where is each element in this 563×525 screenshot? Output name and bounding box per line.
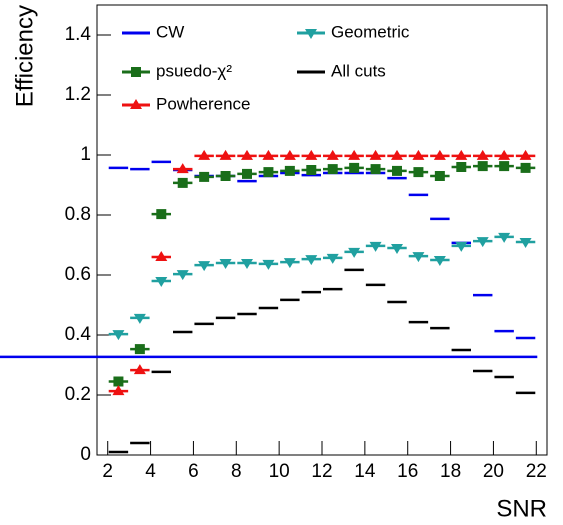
marker bbox=[306, 165, 317, 175]
marker bbox=[369, 241, 382, 252]
marker bbox=[283, 258, 296, 269]
marker bbox=[412, 149, 425, 160]
marker bbox=[241, 149, 253, 160]
y-tick-label: 0 bbox=[80, 444, 91, 465]
marker bbox=[283, 149, 296, 160]
marker bbox=[476, 237, 489, 248]
marker bbox=[476, 149, 489, 160]
x-tick-label: 10 bbox=[269, 461, 290, 482]
marker bbox=[348, 247, 361, 258]
marker bbox=[284, 165, 295, 176]
legend-label: All cuts bbox=[331, 61, 386, 80]
x-tick-label: 2 bbox=[102, 461, 113, 482]
marker bbox=[131, 67, 141, 77]
x-tick-label: 12 bbox=[311, 461, 332, 482]
marker bbox=[391, 244, 403, 254]
marker bbox=[176, 270, 189, 281]
marker bbox=[199, 171, 210, 182]
x-tick-label: 6 bbox=[188, 461, 199, 482]
marker bbox=[155, 251, 168, 261]
marker bbox=[176, 163, 189, 174]
y-tick-label: 1 bbox=[80, 144, 91, 165]
marker bbox=[433, 149, 446, 160]
y-tick-label: 0.8 bbox=[65, 204, 91, 225]
marker bbox=[413, 167, 424, 178]
marker bbox=[391, 149, 403, 160]
y-tick-label: 0.6 bbox=[65, 264, 91, 285]
marker bbox=[326, 253, 339, 264]
marker bbox=[134, 344, 145, 355]
marker bbox=[392, 165, 402, 176]
marker bbox=[130, 99, 142, 109]
marker bbox=[327, 164, 338, 175]
marker bbox=[198, 261, 211, 272]
legend-label: Geometric bbox=[331, 22, 410, 41]
marker bbox=[348, 149, 361, 160]
y-tick-label: 0.2 bbox=[65, 384, 91, 405]
marker bbox=[133, 313, 146, 324]
marker bbox=[305, 255, 318, 266]
legend-label: psuedo-χ² bbox=[156, 61, 232, 80]
marker bbox=[520, 162, 531, 173]
marker bbox=[477, 161, 488, 172]
x-tick-label: 18 bbox=[440, 461, 461, 482]
marker bbox=[412, 252, 425, 263]
marker bbox=[349, 162, 360, 173]
x-tick-label: 16 bbox=[397, 461, 418, 482]
x-axis-title: SNR bbox=[496, 495, 547, 522]
x-tick-label: 22 bbox=[526, 461, 547, 482]
marker bbox=[112, 385, 125, 396]
marker bbox=[305, 29, 317, 39]
marker bbox=[326, 149, 339, 160]
x-tick-label: 14 bbox=[354, 461, 376, 482]
y-axis-title: Efficiency bbox=[11, 5, 38, 107]
marker bbox=[369, 149, 382, 160]
legend-label: CW bbox=[156, 22, 184, 41]
marker bbox=[113, 376, 124, 387]
marker bbox=[370, 164, 381, 175]
y-tick-label: 1.2 bbox=[65, 84, 91, 105]
marker bbox=[219, 259, 232, 269]
marker bbox=[455, 149, 468, 160]
marker bbox=[112, 330, 125, 341]
marker bbox=[305, 149, 318, 160]
marker bbox=[155, 277, 168, 287]
marker bbox=[263, 167, 274, 178]
marker bbox=[156, 209, 167, 220]
marker bbox=[198, 149, 211, 160]
y-tick-label: 0.4 bbox=[65, 324, 92, 345]
marker bbox=[133, 364, 146, 375]
marker bbox=[434, 171, 445, 181]
marker bbox=[498, 149, 511, 160]
marker bbox=[499, 161, 510, 172]
marker bbox=[519, 149, 532, 160]
legend-label: Powherence bbox=[156, 94, 251, 113]
y-tick-label: 1.4 bbox=[65, 24, 92, 45]
x-tick-label: 4 bbox=[145, 461, 156, 482]
marker bbox=[177, 177, 188, 188]
marker bbox=[262, 149, 275, 160]
marker bbox=[220, 171, 231, 181]
x-tick-label: 8 bbox=[231, 461, 242, 482]
marker bbox=[262, 259, 275, 270]
marker bbox=[455, 241, 468, 252]
marker bbox=[498, 232, 511, 243]
marker bbox=[241, 259, 253, 269]
marker bbox=[519, 238, 532, 248]
x-tick-label: 20 bbox=[483, 461, 504, 482]
marker bbox=[456, 162, 467, 172]
marker bbox=[242, 168, 252, 179]
marker bbox=[433, 256, 446, 266]
marker bbox=[219, 149, 232, 160]
